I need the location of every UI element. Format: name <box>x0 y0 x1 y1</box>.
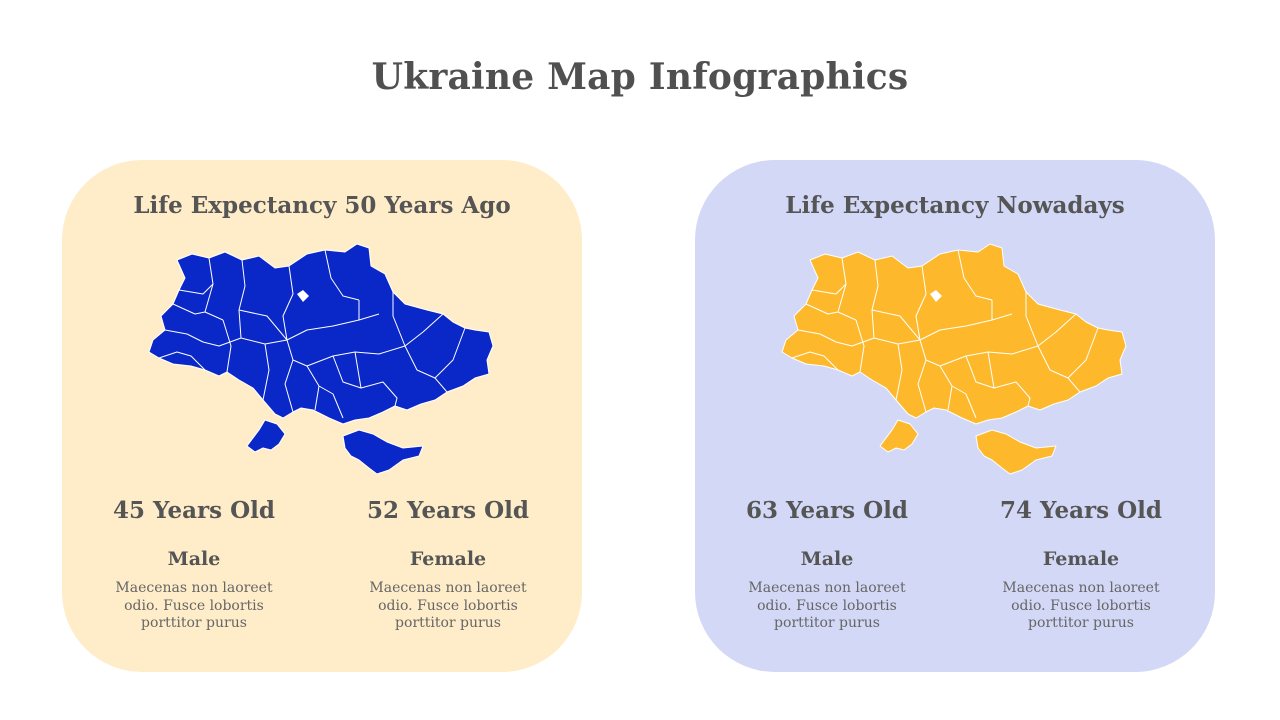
stat-value: 45 Years Old <box>113 497 275 524</box>
map-region-border <box>262 343 270 401</box>
map-region-border <box>1037 345 1081 393</box>
map-region-border <box>238 259 246 339</box>
map-kyiv-marker <box>930 290 942 302</box>
map-region-border <box>917 359 927 413</box>
map-region-border <box>947 385 953 411</box>
ukraine-map-icon <box>148 243 494 475</box>
stat-value: 52 Years Old <box>367 497 529 524</box>
stat-label: Male <box>167 548 221 570</box>
map-region-border <box>282 265 294 341</box>
map-region-border <box>354 351 362 389</box>
stat-description: Maecenas non laoreet odio. Fusce loborti… <box>369 580 527 631</box>
stat-male-past: 45 Years Old Male Maecenas non laoreet o… <box>84 494 304 633</box>
map-region-border <box>915 265 927 341</box>
stat-female-past: 52 Years Old Female Maecenas non laoreet… <box>338 494 558 633</box>
map-mainland <box>781 243 1127 425</box>
map-region-border <box>434 327 466 379</box>
panel-heading: Life Expectancy Nowadays <box>785 192 1125 219</box>
map-region-border <box>811 283 847 295</box>
panel-heading: Life Expectancy 50 Years Ago <box>133 192 511 219</box>
map-region-border <box>306 365 344 419</box>
map-regions <box>148 243 494 475</box>
map-southwest <box>879 419 919 453</box>
map-region-border <box>797 329 875 347</box>
map-region-border <box>805 303 857 321</box>
map-region-border <box>791 351 839 371</box>
stat-label: Female <box>1042 548 1120 570</box>
stat-value: 63 Years Old <box>746 497 908 524</box>
panel-now: Life Expectancy Nowadays 63 Years Old Ma… <box>695 160 1215 672</box>
stat-description: Maecenas non laoreet odio. Fusce loborti… <box>115 580 273 631</box>
map-region-border <box>158 351 206 371</box>
map-region-border <box>1067 327 1099 379</box>
map-region-border <box>1025 292 1039 347</box>
page-title: Ukraine Map Infographics <box>371 56 909 98</box>
map-region-border <box>332 355 398 407</box>
panel-past: Life Expectancy 50 Years Ago 45 Years Ol… <box>62 160 582 672</box>
map-region-border <box>939 365 977 419</box>
map-region-border <box>314 385 320 411</box>
stat-male-now: 63 Years Old Male Maecenas non laoreet o… <box>717 494 937 633</box>
map-regions <box>781 243 1127 475</box>
ukraine-map-icon <box>781 243 1127 475</box>
map-region-border <box>222 319 232 373</box>
ukraine-map-now <box>780 242 1130 477</box>
ukraine-map-past <box>147 242 497 477</box>
map-kyiv-marker <box>297 290 309 302</box>
map-crimea <box>342 429 424 475</box>
map-crimea <box>975 429 1057 475</box>
map-region-border <box>871 259 879 339</box>
map-region-border <box>404 345 448 393</box>
map-region-border <box>284 359 294 413</box>
stat-label: Male <box>800 548 854 570</box>
map-region-border <box>987 351 995 389</box>
map-region-border <box>855 319 865 373</box>
map-region-border <box>392 292 406 347</box>
stat-value: 74 Years Old <box>1000 497 1162 524</box>
map-region-border <box>172 303 224 321</box>
map-region-border <box>164 329 242 347</box>
map-region-border <box>957 249 993 301</box>
map-region-border <box>178 283 214 295</box>
map-region-border <box>965 355 1031 407</box>
map-southwest <box>246 419 286 453</box>
stat-description: Maecenas non laoreet odio. Fusce loborti… <box>748 580 906 631</box>
stat-female-now: 74 Years Old Female Maecenas non laoreet… <box>971 494 1191 633</box>
map-mainland <box>148 243 494 425</box>
stat-label: Female <box>409 548 487 570</box>
stat-description: Maecenas non laoreet odio. Fusce loborti… <box>1002 580 1160 631</box>
map-region-border <box>324 249 360 301</box>
map-region-border <box>895 343 903 401</box>
